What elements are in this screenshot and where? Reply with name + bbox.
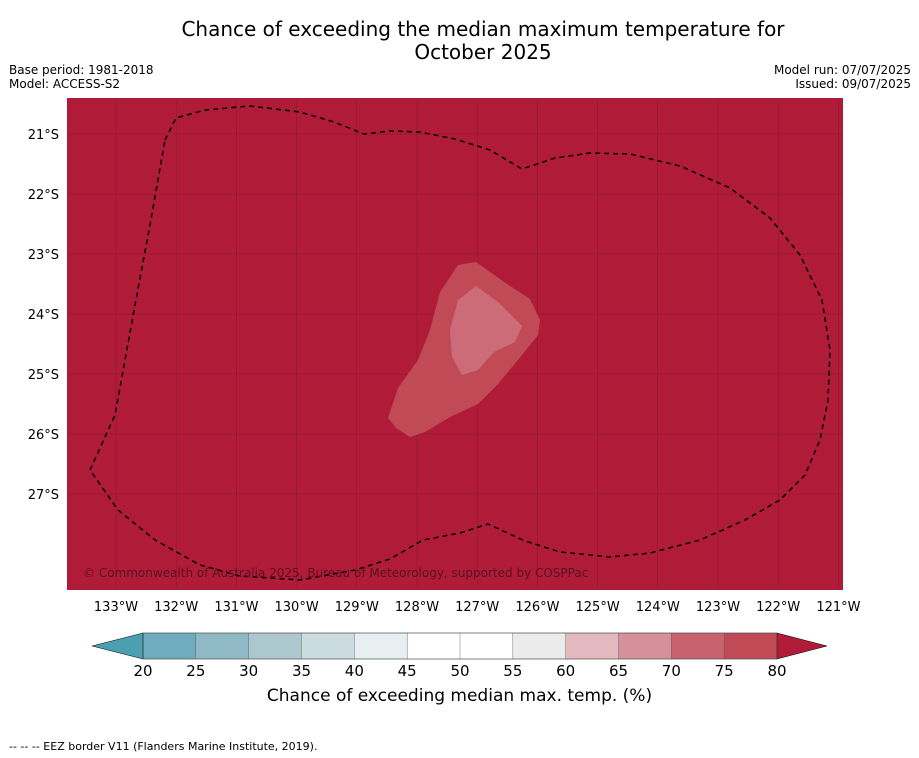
title-line-2: October 2025 (414, 40, 552, 64)
latitude-label: 23°S (28, 248, 59, 263)
contour-65-70 (450, 286, 522, 375)
longitude-label: 129°W (335, 600, 379, 615)
map-title: Chance of exceeding the median maximum t… (0, 18, 919, 64)
latitude-label: 26°S (28, 428, 59, 443)
latitude-label: 21°S (28, 128, 59, 143)
colorbar-tick-label: 70 (662, 662, 681, 680)
longitude-label: 127°W (455, 600, 499, 615)
meta-left: Base period: 1981-2018 Model: ACCESS-S2 (9, 63, 154, 91)
model-name: Model: ACCESS-S2 (9, 77, 121, 91)
colorbar-segments (142, 632, 778, 660)
longitude-label: 121°W (816, 600, 860, 615)
longitude-label: 132°W (154, 600, 198, 615)
colorbar-tick-label: 75 (715, 662, 734, 680)
longitude-label: 122°W (756, 600, 800, 615)
colorbar-segment (195, 632, 250, 660)
colorbar-tick-label: 20 (133, 662, 152, 680)
colorbar-tick-labels: 20 25 30 35 40 45 50 55 60 65 70 75 80 (133, 662, 786, 680)
latitude-labels: 21°S 22°S 23°S 24°S 25°S 26°S 27°S (28, 128, 59, 503)
meta-right: Model run: 07/07/2025 Issued: 09/07/2025 (774, 63, 911, 91)
colorbar-segment (565, 632, 620, 660)
colorbar-tick-label: 25 (186, 662, 205, 680)
longitude-label: 123°W (696, 600, 740, 615)
copyright-text: © Commonwealth of Australia 2025, Bureau… (83, 566, 588, 580)
colorbar-tick-label: 60 (556, 662, 575, 680)
colorbar-tick-label: 55 (503, 662, 522, 680)
latitude-label: 22°S (28, 188, 59, 203)
colorbar-segment (512, 632, 567, 660)
colorbar-tick-label: 65 (609, 662, 628, 680)
latitude-label: 27°S (28, 488, 59, 503)
longitude-label: 130°W (275, 600, 319, 615)
colorbar-tick-label: 30 (239, 662, 258, 680)
colorbar-segment (671, 632, 725, 660)
longitude-label: 133°W (94, 600, 138, 615)
colorbar-segment (406, 632, 461, 660)
title-line-1: Chance of exceeding the median maximum t… (181, 17, 785, 41)
colorbar-segment (142, 632, 197, 660)
colorbar-segment (723, 632, 778, 660)
colorbar-tick-label: 80 (767, 662, 786, 680)
colorbar-outline (142, 632, 778, 660)
base-period: Base period: 1981-2018 (9, 63, 154, 77)
longitude-label: 131°W (214, 600, 258, 615)
colorbar-tick-label: 40 (345, 662, 364, 680)
colorbar-low-arrow (91, 632, 144, 660)
colorbar-high-arrow (776, 632, 828, 660)
colorbar-segment (301, 632, 356, 660)
colorbar-segment (459, 632, 514, 660)
colorbar-tick-label: 45 (398, 662, 417, 680)
latitude-label: 25°S (28, 368, 59, 383)
longitude-label: 125°W (576, 600, 620, 615)
longitude-label: 124°W (636, 600, 680, 615)
longitude-label: 126°W (515, 600, 559, 615)
colorbar-segment (618, 632, 673, 660)
eez-border (89, 105, 831, 581)
model-run: Model run: 07/07/2025 (773, 63, 911, 77)
colorbar: 20 25 30 35 40 45 50 55 60 65 70 75 80 (91, 632, 828, 680)
longitude-labels: 133°W 132°W 131°W 130°W 129°W 128°W 127°W 126°W… (94, 600, 861, 615)
colorbar-segment (354, 632, 408, 660)
colorbar-title: Chance of exceeding median max. temp. (%… (266, 686, 653, 706)
longitude-label: 128°W (395, 600, 439, 615)
colorbar-tick-label: 50 (450, 662, 469, 680)
colorbar-tick-label: 35 (292, 662, 311, 680)
issued-date: Issued: 09/07/2025 (795, 77, 911, 91)
colorbar-segment (248, 632, 303, 660)
latitude-label: 24°S (28, 308, 59, 323)
footnote: -- -- -- EEZ border V11 (Flanders Marine… (9, 740, 318, 753)
